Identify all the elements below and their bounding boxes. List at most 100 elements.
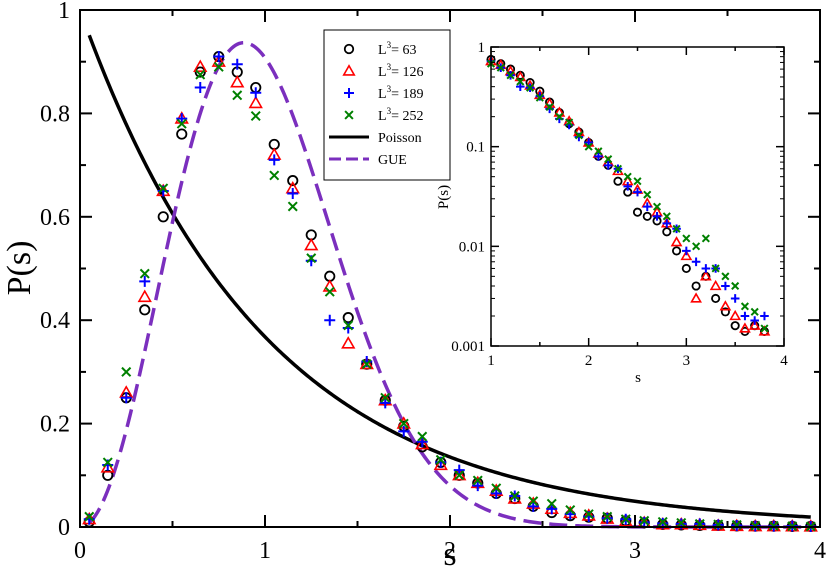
inset-background xyxy=(491,47,784,346)
data-point xyxy=(100,460,115,473)
data-point xyxy=(398,425,410,437)
inset-data-point xyxy=(701,264,711,273)
data-point xyxy=(231,58,243,70)
data-point xyxy=(380,392,391,403)
inset-y-tick-label: 0.1 xyxy=(466,140,485,156)
x-tick-label: 4 xyxy=(814,538,826,564)
data-point xyxy=(102,457,113,468)
data-point xyxy=(768,520,779,531)
legend-label: GUE xyxy=(378,153,407,168)
inset-data-point xyxy=(670,236,683,247)
inset-data-point xyxy=(682,234,691,243)
inset-data-point xyxy=(682,246,691,256)
data-point xyxy=(250,110,261,121)
data-point xyxy=(324,314,336,326)
data-point xyxy=(343,320,354,331)
inset-data-point xyxy=(760,324,769,333)
data-point xyxy=(435,454,446,465)
inset-series-l3252 xyxy=(486,59,769,333)
data-point xyxy=(269,170,280,181)
inset-data-point xyxy=(652,202,662,211)
inset-data-point xyxy=(692,242,701,251)
data-point xyxy=(304,237,319,251)
legend-entry: GUE xyxy=(329,153,407,168)
data-point xyxy=(193,59,208,73)
inset-y-tick-label: 0.001 xyxy=(451,339,485,355)
inset-data-point xyxy=(730,321,740,331)
inset-data-point xyxy=(701,234,710,243)
data-point xyxy=(84,511,95,522)
data-point xyxy=(139,268,150,279)
data-point xyxy=(472,480,484,492)
legend-label: L3= 252 xyxy=(378,106,423,124)
data-point xyxy=(157,211,169,223)
data-point xyxy=(750,520,761,531)
inset-data-point xyxy=(604,155,613,164)
inset-data-point xyxy=(730,294,740,303)
legend-label-rest: = 189 xyxy=(391,87,423,102)
inset-data-point xyxy=(711,264,720,273)
legend-label-main: L xyxy=(378,87,387,102)
inset-plot: 1 2 3 4 0.001 0.01 0.1 1 s P(s) xyxy=(436,40,788,386)
data-point xyxy=(213,61,224,72)
legend-label: L3= 63 xyxy=(378,40,416,58)
legend-entry: L3= 189 xyxy=(344,84,423,102)
data-point xyxy=(287,188,299,200)
inset-y-tick-label: 1 xyxy=(478,40,486,56)
data-point xyxy=(139,304,151,316)
inset-data-point xyxy=(545,102,554,112)
data-point xyxy=(546,503,558,515)
data-point xyxy=(287,201,298,212)
y-tick-label: 0.2 xyxy=(40,412,70,438)
inset-data-point xyxy=(516,77,525,86)
data-point xyxy=(250,87,262,99)
inset-data-point xyxy=(613,164,623,173)
y-tick-label: 0.6 xyxy=(40,205,70,231)
inset-data-point xyxy=(681,263,691,273)
legend-entry: L3= 252 xyxy=(344,106,423,124)
legend-marker xyxy=(344,110,354,120)
data-point xyxy=(248,95,263,109)
data-point xyxy=(620,514,631,525)
legend-entry: Poisson xyxy=(329,131,422,146)
inset-data-point xyxy=(526,83,535,92)
x-tick-label: 3 xyxy=(629,538,641,564)
data-point xyxy=(361,359,372,370)
inset-data-point xyxy=(721,272,730,281)
data-point xyxy=(176,128,188,140)
inset-data-point xyxy=(760,311,769,321)
data-point xyxy=(194,82,206,94)
inset-data-point xyxy=(584,142,593,151)
data-point xyxy=(120,392,132,404)
legend-label-sup: 3 xyxy=(387,106,392,116)
data-point xyxy=(528,496,539,507)
inset-data-point xyxy=(496,63,505,72)
inset-data-point xyxy=(721,281,730,291)
inset-data-point xyxy=(750,316,759,325)
legend-label-rest: = 252 xyxy=(391,109,423,124)
inset-data-point xyxy=(565,118,574,127)
data-point xyxy=(324,286,335,297)
legend-marker xyxy=(344,88,354,98)
inset-data-point xyxy=(740,302,749,311)
legend-label-rest: = 126 xyxy=(391,65,423,80)
inset-y-axis-title: P(s) xyxy=(436,185,452,209)
inset-data-point xyxy=(740,311,750,321)
data-point xyxy=(657,516,668,527)
data-point xyxy=(417,431,428,442)
data-point xyxy=(415,436,430,450)
x-tick-label: 1 xyxy=(259,538,271,564)
data-point xyxy=(398,418,409,429)
data-point xyxy=(341,336,356,349)
inset-data-point xyxy=(603,161,613,170)
data-point xyxy=(618,513,633,527)
inset-data-point xyxy=(633,177,642,186)
inset-data-point xyxy=(662,219,672,228)
data-point xyxy=(342,312,354,324)
data-point xyxy=(139,275,151,287)
inset-data-point xyxy=(643,190,652,199)
inset-data-point xyxy=(691,281,701,291)
inset-data-point xyxy=(739,322,751,333)
